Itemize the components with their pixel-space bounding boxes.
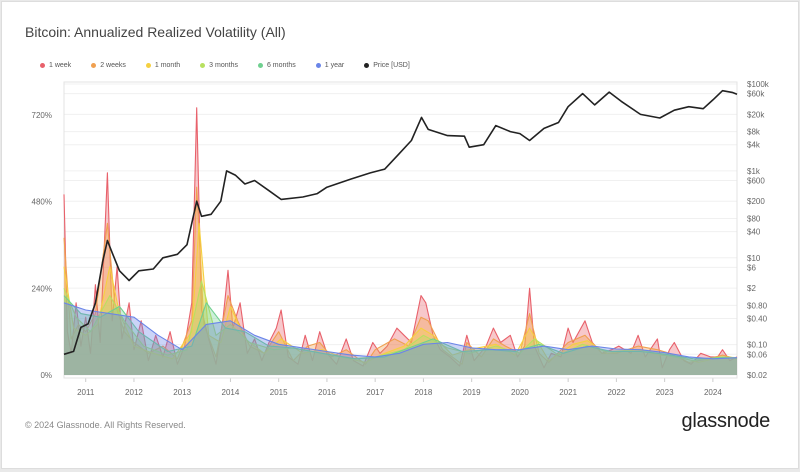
series-line-6-months [63,295,738,360]
right-axis-tick-label: $2 [747,284,756,293]
legend: 1 week 2 weeks 1 month 3 months 6 months 1 ye… [40,62,430,69]
x-axis-tick-label: 2017 [366,388,384,397]
series-line-1-year [63,302,738,360]
left-axis-tick-label: 0% [40,371,52,380]
series-area-6-months [64,295,737,375]
left-axis-tick-label: 480% [32,198,52,207]
right-axis-tick-label: $0.06 [747,350,768,359]
series-line-1-week [63,107,738,369]
legend-dot-icon [257,63,263,68]
glassnode-logo: glassnode [681,410,771,432]
legend-item[interactable]: 1 month [145,62,181,69]
x-axis-tick-label: 2011 [77,388,95,397]
right-axis-tick-label: $200 [747,197,765,206]
x-axis-tick-label: 2012 [125,388,143,397]
x-axis-tick-label: 2015 [270,388,288,397]
legend-dot-icon [364,63,370,68]
x-axis-tick-label: 2013 [173,388,191,397]
right-axis-tick-label: $0.80 [747,301,768,310]
x-axis-tick-label: 2023 [656,388,674,397]
right-axis-tick-label: $40 [747,228,761,237]
right-axis-tick-label: $0.02 [747,371,768,380]
x-axis-tick-label: 2021 [559,388,577,397]
x-axis-tick-label: 2019 [463,388,481,397]
left-axis-tick-label: 720% [32,111,52,120]
legend-label: 1 week [49,62,72,69]
legend-item[interactable]: Price [USD] [364,62,410,69]
left-axis-tick-label: 240% [32,284,52,293]
legend-item[interactable]: 2 weeks [91,62,126,69]
series-line-price-usd [63,89,738,356]
legend-label: Price [USD] [373,62,410,69]
legend-label: 6 months [266,62,296,69]
legend-dot-icon [315,63,321,68]
legend-label: 3 months [209,62,238,69]
right-axis-tick-label: $60k [747,90,765,99]
x-axis-tick-label: 2022 [607,388,625,397]
series-area-1-month [64,223,737,375]
legend-item[interactable]: 6 months [257,62,296,69]
legend-dot-icon [40,63,45,68]
right-axis-tick-label: $0.10 [747,341,768,350]
right-axis-tick-label: $6 [747,263,756,272]
chart-title: Bitcoin: Annualized Realized Volatility … [25,24,286,40]
right-axis-tick-label: $20k [747,110,765,119]
legend-item[interactable]: 1 week [40,62,71,69]
x-axis-tick-label: 2016 [318,388,336,397]
legend-dot-icon [145,63,151,68]
right-axis-tick-label: $1k [747,167,761,176]
right-axis-tick-label: $10 [747,254,761,263]
right-axis-tick-label: $8k [747,128,761,137]
plot-frame [63,81,738,379]
right-axis-tick-label: $4k [747,141,761,150]
legend-dot-icon [91,63,97,68]
series-area-1-year [64,302,737,375]
legend-label: 1 year [324,62,345,69]
x-axis-tick-label: 2014 [222,388,240,397]
x-axis-tick-label: 2024 [704,388,722,397]
x-axis-tick-label: 2020 [511,388,529,397]
right-axis-tick-label: $0.40 [747,314,768,323]
x-axis-tick-label: 2018 [415,388,433,397]
legend-dot-icon [200,63,206,68]
right-axis-tick-label: $100k [747,80,770,89]
copyright-footer: © 2024 Glassnode. All Rights Reserved. [25,420,186,430]
series-area-1-week [64,107,737,376]
right-axis-tick-label: $600 [747,177,765,186]
legend-item[interactable]: 3 months [200,62,238,69]
right-axis-tick-label: $80 [747,215,761,224]
legend-label: 2 weeks [100,62,126,69]
legend-item[interactable]: 1 year [315,62,345,69]
legend-label: 1 month [154,62,181,69]
series-area-2-weeks [64,187,737,375]
